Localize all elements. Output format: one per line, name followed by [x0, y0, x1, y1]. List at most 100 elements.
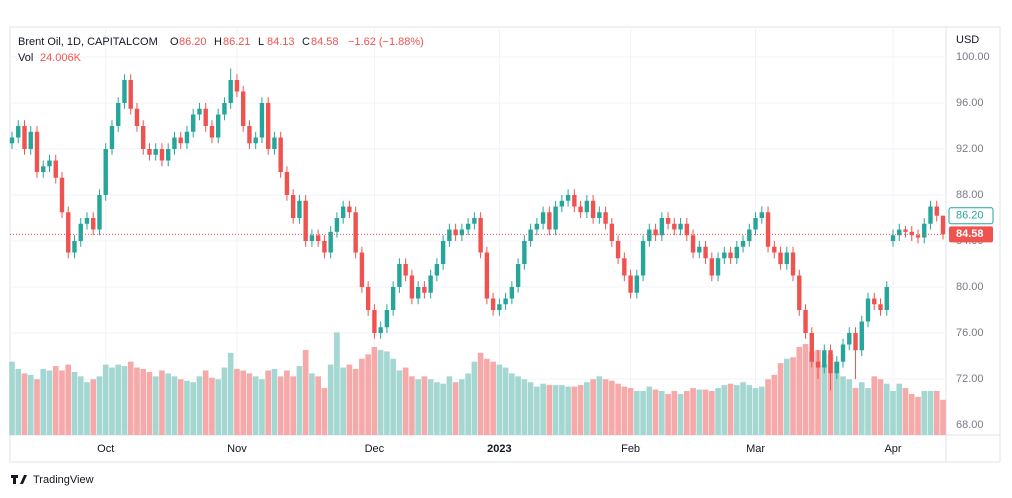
volume-bar: [933, 391, 940, 435]
volume-bar: [496, 364, 503, 435]
volume-bar: [940, 399, 946, 435]
volume-bar: [234, 369, 240, 435]
volume-bar: [683, 391, 690, 435]
volume-bar: [290, 376, 296, 435]
candle-body: [647, 229, 652, 242]
volume-bar: [327, 364, 334, 435]
volume-bar: [852, 388, 859, 435]
volume-bar: [552, 385, 559, 435]
volume-bar: [702, 389, 709, 435]
volume-bar: [484, 358, 490, 435]
candle-body: [22, 126, 27, 150]
symbol-title: Brent Oil, 1D, CAPITALCOM: [18, 36, 158, 48]
candle-body: [109, 126, 115, 150]
volume-bar: [521, 379, 528, 435]
volume-bar: [77, 376, 84, 435]
change-label: −1.62 (−1.88%): [348, 36, 424, 48]
candle-body: [534, 223, 540, 230]
candle-body: [297, 200, 302, 219]
candle-body: [272, 137, 277, 150]
candle-body: [197, 108, 202, 115]
volume-bar: [559, 385, 565, 435]
candle-body: [478, 218, 483, 253]
volume-bar: [352, 369, 359, 435]
candle-body: [828, 350, 833, 374]
price-marker-label: 84.58: [956, 228, 984, 240]
volume-bar: [890, 391, 896, 435]
volume-bar: [821, 364, 828, 435]
ohlc-key: O: [170, 36, 179, 48]
volume-bar: [471, 361, 478, 435]
volume-bar: [59, 370, 65, 435]
volume-bar: [765, 379, 771, 435]
candle-body: [472, 218, 477, 224]
x-tick-label: Oct: [97, 443, 114, 455]
volume-bar: [452, 382, 459, 435]
candle-body: [178, 137, 183, 144]
candle-body: [872, 298, 877, 305]
volume-bar: [427, 379, 434, 435]
chart-frame: [9, 26, 1001, 463]
candle-body: [878, 304, 883, 311]
volume-bar: [871, 376, 878, 435]
candle-body: [240, 91, 246, 127]
candle-body: [222, 103, 227, 115]
volume-bar: [708, 391, 715, 435]
candle-body: [403, 264, 408, 276]
candle-body: [459, 229, 465, 236]
candle-body: [34, 131, 40, 173]
price-marker-box: [948, 207, 994, 225]
volume-bar: [346, 364, 353, 435]
candle-body: [334, 218, 340, 232]
volume-bar: [371, 347, 378, 435]
candle-body: [490, 298, 496, 311]
brand-logo: [11, 475, 27, 484]
volume-bar: [883, 383, 890, 435]
volume-bar: [184, 380, 190, 435]
candle-body: [528, 229, 533, 242]
candle-body: [603, 212, 608, 224]
candle-body: [116, 103, 121, 127]
candle-body: [91, 218, 96, 230]
volume-bar: [196, 376, 203, 435]
volume-bar: [908, 393, 915, 435]
candle-body: [734, 246, 740, 259]
candle-body: [509, 287, 515, 299]
candle-body: [797, 275, 802, 311]
volume-bar: [321, 388, 328, 435]
candle-body: [934, 206, 939, 216]
volume-bar: [440, 383, 446, 435]
candle-body: [247, 126, 252, 144]
candle-body: [253, 137, 258, 144]
volume-bar: [221, 367, 228, 435]
candle-body: [803, 310, 808, 333]
ohlc-key: L: [258, 36, 264, 48]
y-tick-label: 72.00: [956, 373, 984, 385]
candle-body: [622, 258, 627, 276]
candle-body: [903, 229, 908, 232]
candle-body: [234, 80, 240, 92]
volume-bar: [121, 366, 128, 435]
volume-bar: [340, 367, 346, 435]
volume-bar: [721, 385, 728, 435]
candle-body: [640, 241, 646, 276]
volume-title: Vol: [18, 52, 33, 64]
volume-bar: [527, 382, 534, 435]
volume-bar: [509, 373, 515, 435]
volume-bar: [796, 347, 803, 435]
ohlc-value: 84.58: [311, 36, 339, 48]
volume-bar: [733, 385, 740, 435]
volume-bar: [252, 376, 259, 435]
candle-body: [53, 160, 58, 178]
candle-body: [447, 229, 452, 242]
volume-bar: [621, 386, 628, 435]
volume-bar: [21, 373, 28, 435]
volume-bar: [727, 383, 734, 435]
candle-body: [303, 200, 308, 242]
candle-body: [715, 258, 721, 276]
candle-body: [453, 229, 458, 236]
volume-bar: [96, 376, 103, 435]
volume-value: 24.006K: [40, 52, 82, 64]
volume-bar: [240, 370, 247, 435]
volume-bar: [40, 369, 47, 435]
